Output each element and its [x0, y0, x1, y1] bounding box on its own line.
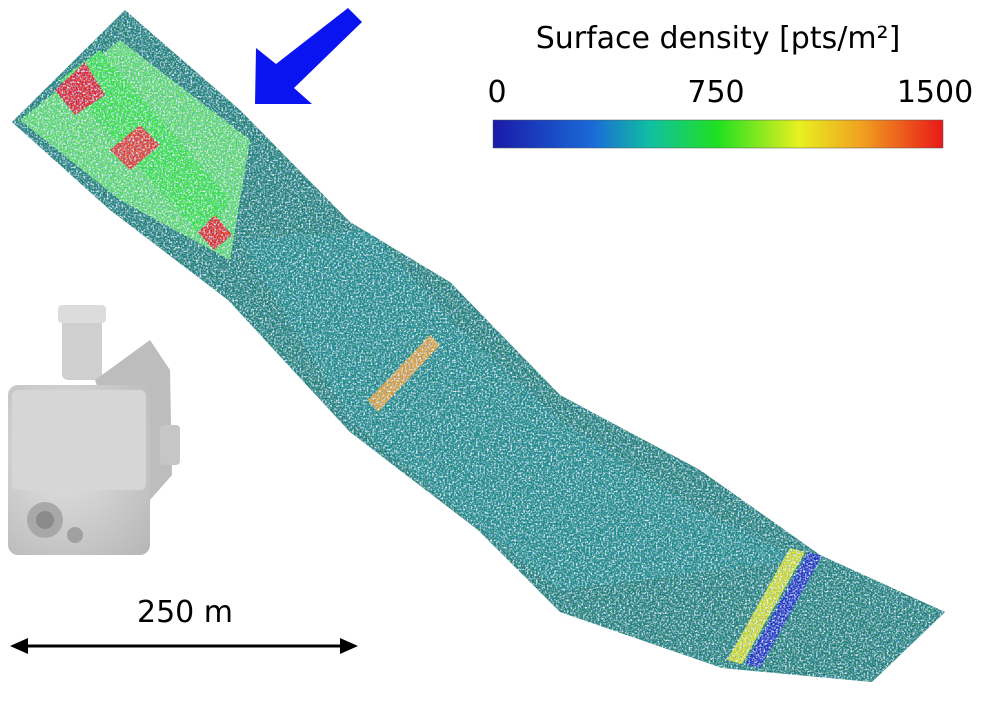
figure: Surface density [pts/m²] 0 750 1500 250 m: [0, 0, 991, 707]
colorbar-ticks: 0 750 1500: [487, 75, 973, 110]
scale-label: 250 m: [137, 595, 233, 630]
colorbar: [493, 120, 943, 148]
sensor-icon: [8, 305, 180, 555]
colorbar-title: Surface density [pts/m²]: [536, 21, 901, 56]
flight-arrow: [255, 8, 362, 104]
colorbar-tick-label: 0: [487, 75, 506, 110]
colorbar-tick-label: 750: [687, 75, 744, 110]
colorbar-tick-label: 1500: [897, 75, 973, 110]
scale-bar: [10, 638, 358, 654]
